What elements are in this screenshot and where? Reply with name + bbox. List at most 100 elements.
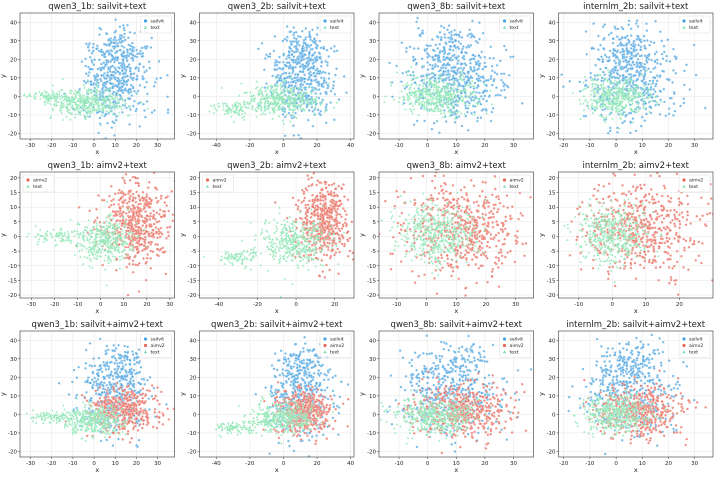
point-sailvit	[439, 69, 442, 72]
point-sailvit	[112, 39, 115, 42]
point-sailvit	[619, 66, 622, 69]
y-tick-label: 20	[10, 176, 17, 182]
point-sailvit	[443, 33, 446, 36]
point-aimv2	[132, 228, 135, 231]
point-aimv2	[135, 191, 138, 194]
point-sailvit	[288, 72, 291, 75]
point-sailvit	[693, 44, 696, 47]
point-sailvit	[465, 115, 468, 118]
point-sailvit	[280, 77, 283, 80]
point-sailvit	[454, 66, 457, 69]
point-sailvit	[138, 125, 141, 128]
point-sailvit	[129, 108, 132, 111]
point-sailvit	[463, 55, 466, 58]
point-sailvit	[594, 64, 597, 67]
point-aimv2	[126, 256, 128, 259]
point-aimv2	[108, 206, 111, 209]
point-sailvit	[478, 38, 481, 41]
point-sailvit	[585, 79, 588, 82]
point-sailvit	[457, 40, 460, 43]
point-sailvit	[88, 71, 91, 74]
point-aimv2	[93, 228, 96, 231]
point-sailvit	[491, 111, 494, 114]
point-sailvit	[640, 69, 643, 72]
point-aimv2	[135, 264, 138, 267]
point-sailvit	[114, 100, 117, 103]
y-tick-label: -10	[547, 113, 556, 119]
point-sailvit	[612, 42, 615, 45]
point-sailvit	[673, 92, 676, 95]
point-sailvit	[643, 68, 646, 71]
point-sailvit	[435, 44, 438, 47]
point-sailvit	[607, 60, 610, 63]
point-sailvit	[130, 53, 133, 56]
point-aimv2	[172, 213, 175, 216]
point-sailvit	[648, 44, 651, 47]
point-sailvit	[495, 86, 498, 89]
point-sailvit	[605, 56, 608, 59]
point-aimv2	[149, 218, 152, 221]
point-sailvit	[135, 78, 138, 81]
point-sailvit	[413, 123, 416, 126]
point-sailvit	[135, 108, 138, 111]
panel-title: qwen3_2b: sailvit+text	[228, 2, 327, 12]
point-sailvit	[502, 81, 505, 84]
point-sailvit	[449, 48, 452, 51]
point-sailvit	[421, 29, 424, 32]
point-sailvit	[154, 81, 157, 84]
point-sailvit	[87, 66, 90, 69]
point-aimv2	[110, 204, 113, 207]
point-sailvit	[330, 90, 333, 93]
point-sailvit	[442, 64, 445, 67]
point-aimv2	[134, 255, 137, 258]
point-sailvit	[87, 44, 90, 47]
point-sailvit	[284, 116, 287, 119]
point-sailvit	[121, 55, 124, 58]
point-sailvit	[646, 29, 649, 32]
point-sailvit	[114, 18, 117, 21]
point-aimv2	[159, 236, 162, 239]
point-sailvit	[303, 81, 306, 84]
point-sailvit	[704, 107, 707, 110]
point-sailvit	[421, 32, 424, 35]
point-sailvit	[282, 40, 285, 43]
point-sailvit	[485, 108, 488, 111]
point-sailvit	[612, 49, 615, 52]
point-sailvit	[412, 56, 415, 59]
x-tick-label: 30	[510, 143, 517, 149]
point-sailvit	[443, 109, 446, 112]
point-sailvit	[630, 67, 633, 70]
y-tick-label: 30	[190, 39, 197, 45]
point-sailvit	[630, 47, 633, 50]
point-sailvit	[303, 74, 306, 77]
point-sailvit	[492, 80, 495, 83]
point-sailvit	[286, 77, 289, 80]
point-aimv2	[101, 264, 104, 267]
point-sailvit	[462, 45, 465, 48]
point-aimv2	[123, 179, 126, 182]
point-aimv2	[149, 267, 152, 270]
point-sailvit	[123, 80, 126, 83]
point-sailvit	[477, 42, 480, 45]
point-sailvit	[652, 93, 655, 96]
point-sailvit	[312, 54, 315, 57]
point-sailvit	[123, 27, 126, 30]
point-sailvit	[480, 95, 483, 98]
legend-marker-sailvit	[323, 19, 326, 22]
point-sailvit	[628, 60, 631, 63]
point-sailvit	[110, 77, 113, 80]
point-sailvit	[447, 69, 450, 72]
point-sailvit	[467, 107, 470, 110]
point-sailvit	[126, 60, 128, 63]
point-sailvit	[465, 81, 468, 84]
point-sailvit	[128, 123, 131, 126]
point-sailvit	[319, 92, 322, 95]
point-sailvit	[442, 56, 445, 59]
point-sailvit	[452, 75, 455, 78]
point-sailvit	[480, 103, 483, 106]
point-aimv2	[149, 257, 152, 260]
point-sailvit	[133, 90, 136, 93]
point-sailvit	[667, 39, 670, 42]
